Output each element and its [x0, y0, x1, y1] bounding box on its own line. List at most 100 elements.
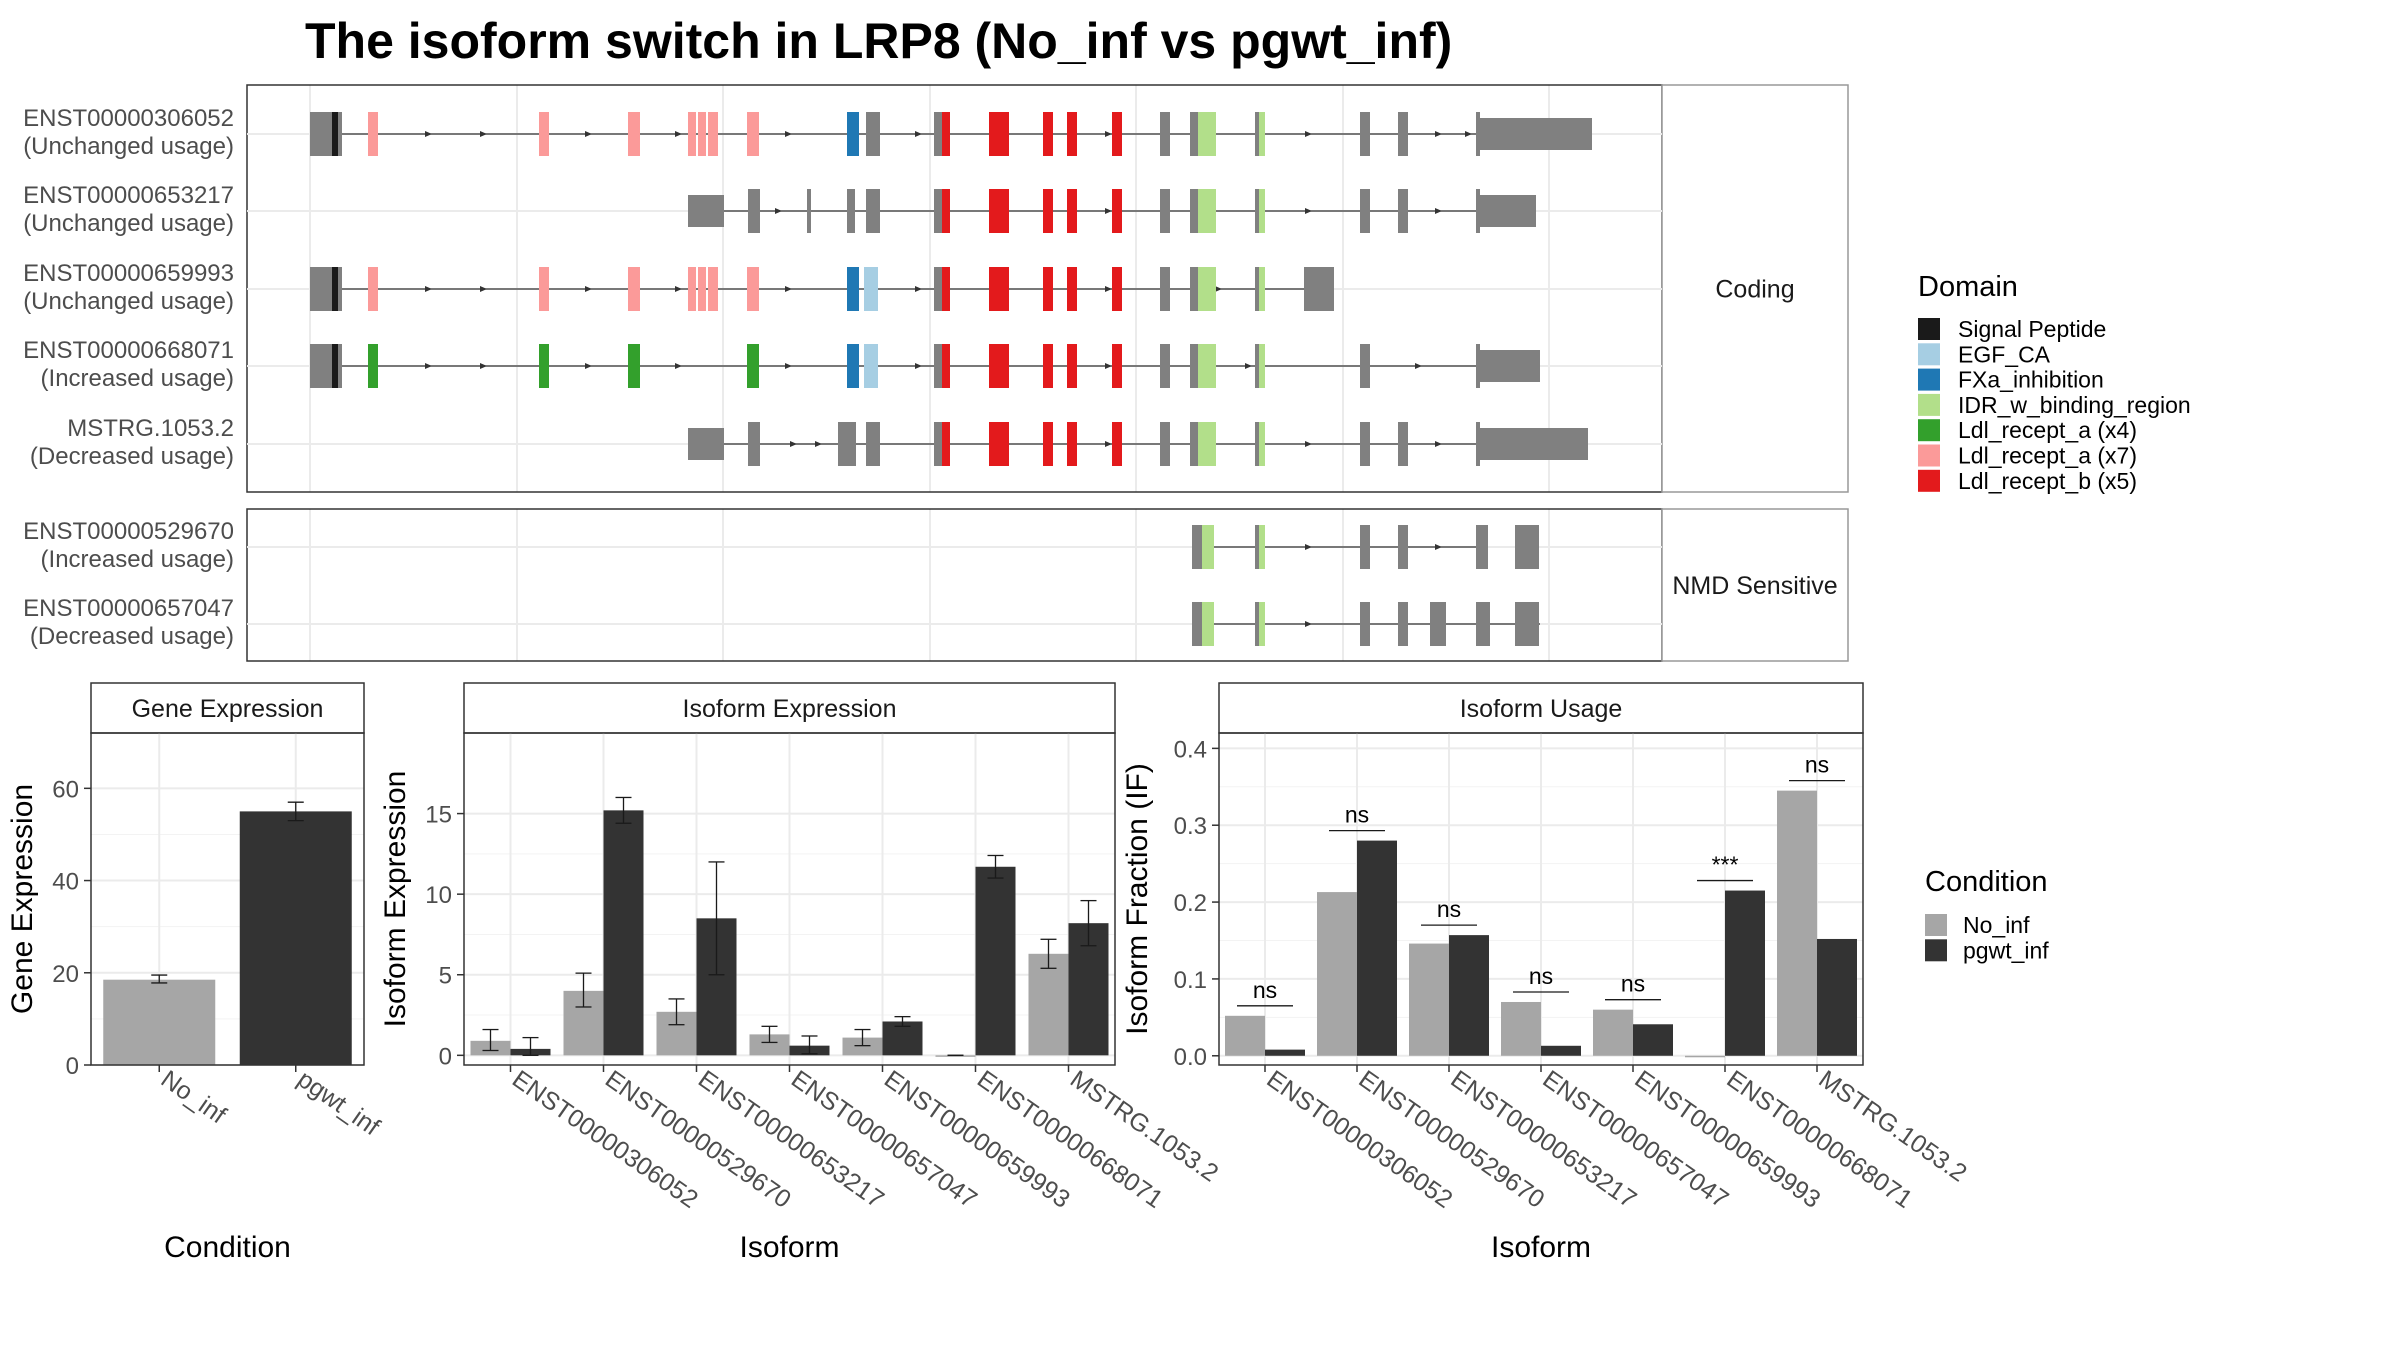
domain-exon — [368, 112, 378, 156]
x-axis-title: Condition — [164, 1231, 291, 1264]
domain-exon — [1259, 602, 1265, 646]
exon — [688, 195, 724, 227]
bar — [1409, 943, 1449, 1056]
transcript-id-label: ENST00000653217 — [23, 182, 234, 209]
transcript-id-label: MSTRG.1053.2 — [67, 415, 234, 442]
domain-exon — [1202, 525, 1214, 569]
exon — [1190, 344, 1198, 388]
bar — [975, 866, 1016, 1056]
domain-exon — [1259, 189, 1265, 233]
x-tick-label: MSTRG.1053.2 — [1814, 1065, 1972, 1188]
exon — [1255, 189, 1259, 233]
domain-exon — [628, 344, 640, 388]
exon — [1476, 344, 1480, 388]
exon — [1476, 525, 1480, 569]
y-tick-label: 60 — [52, 776, 79, 803]
exon — [934, 422, 942, 466]
transcript-usage-label: (Unchanged usage) — [23, 288, 234, 315]
domain-legend-swatch — [1918, 368, 1940, 391]
bar — [882, 1021, 923, 1056]
domain-exon — [708, 112, 718, 156]
domain-exon — [1067, 422, 1077, 466]
transcript-row: MSTRG.1053.2(Decreased usage) — [30, 415, 1662, 470]
direction-arrow — [915, 286, 922, 292]
exon — [748, 422, 760, 466]
facet-label: Coding — [1715, 276, 1794, 304]
domain-legend-swatch — [1918, 419, 1940, 442]
exon — [1160, 344, 1170, 388]
exon — [1515, 525, 1539, 569]
exon — [838, 422, 856, 466]
transcript-id-label: ENST00000529670 — [23, 518, 234, 545]
chart-title-strip — [90, 682, 365, 734]
domain-legend-label: Signal Peptide — [1958, 316, 2106, 342]
x-axis-title: Isoform — [1491, 1231, 1591, 1264]
direction-arrow — [1105, 363, 1112, 369]
bar — [1633, 1024, 1673, 1056]
direction-arrow — [1305, 621, 1312, 627]
exon — [1438, 602, 1446, 646]
bar — [935, 1055, 976, 1057]
direction-arrow — [1435, 131, 1442, 137]
exon — [310, 267, 334, 311]
direction-arrow — [425, 363, 432, 369]
y-axis-title: Gene Expression — [6, 784, 39, 1014]
exon — [1160, 189, 1170, 233]
condition-legend-swatch — [1925, 939, 1947, 962]
y-tick-label: 20 — [52, 961, 79, 988]
direction-arrow — [1305, 208, 1312, 214]
domain-exon — [1198, 112, 1216, 156]
significance-label: ns — [1621, 971, 1645, 997]
domain-exon — [942, 267, 950, 311]
bar — [1317, 892, 1357, 1056]
significance-label: ns — [1805, 752, 1829, 778]
domain-exon — [1112, 267, 1122, 311]
exon — [1190, 267, 1198, 311]
domain-exon — [989, 344, 1009, 388]
bar — [1028, 953, 1069, 1056]
domain-exon — [942, 344, 950, 388]
domain-exon — [847, 344, 859, 388]
exon — [934, 267, 942, 311]
bar — [1817, 938, 1857, 1056]
bar — [603, 810, 644, 1056]
exon — [1476, 422, 1480, 466]
transcript-id-label: ENST00000657047 — [23, 595, 234, 622]
domain-legend-label: IDR_w_binding_region — [1958, 392, 2191, 418]
domain-exon — [1067, 267, 1077, 311]
direction-arrow — [1105, 131, 1112, 137]
exon — [934, 344, 942, 388]
exon — [1360, 525, 1370, 569]
domain-legend-title: Domain — [1918, 271, 2018, 303]
y-tick-label: 15 — [425, 802, 452, 829]
exon — [1398, 422, 1408, 466]
domain-exon — [1043, 267, 1053, 311]
transcript-row: ENST00000529670(Increased usage) — [23, 518, 1662, 573]
bar — [1225, 1015, 1265, 1056]
exon — [934, 189, 942, 233]
direction-arrow — [775, 208, 782, 214]
direction-arrow — [1435, 441, 1442, 447]
direction-arrow — [1305, 544, 1312, 550]
exon — [866, 112, 880, 156]
domain-exon — [539, 112, 549, 156]
exon — [1360, 344, 1370, 388]
exon — [1480, 195, 1536, 227]
domain-legend-swatch — [1918, 343, 1940, 366]
direction-arrow — [1215, 286, 1222, 292]
domain-exon — [1202, 602, 1214, 646]
exon — [1480, 525, 1488, 569]
direction-arrow — [790, 441, 797, 447]
domain-exon — [989, 422, 1009, 466]
x-tick-label: pgwt_inf — [292, 1065, 384, 1141]
exon — [1192, 525, 1202, 569]
bar — [1541, 1045, 1581, 1056]
direction-arrow — [815, 441, 822, 447]
direction-arrow — [675, 286, 682, 292]
exon — [1480, 428, 1588, 460]
transcript-row: ENST00000668071(Increased usage) — [23, 337, 1662, 392]
exon — [1255, 112, 1259, 156]
domain-legend-label: EGF_CA — [1958, 341, 2051, 367]
domain-exon — [1043, 344, 1053, 388]
